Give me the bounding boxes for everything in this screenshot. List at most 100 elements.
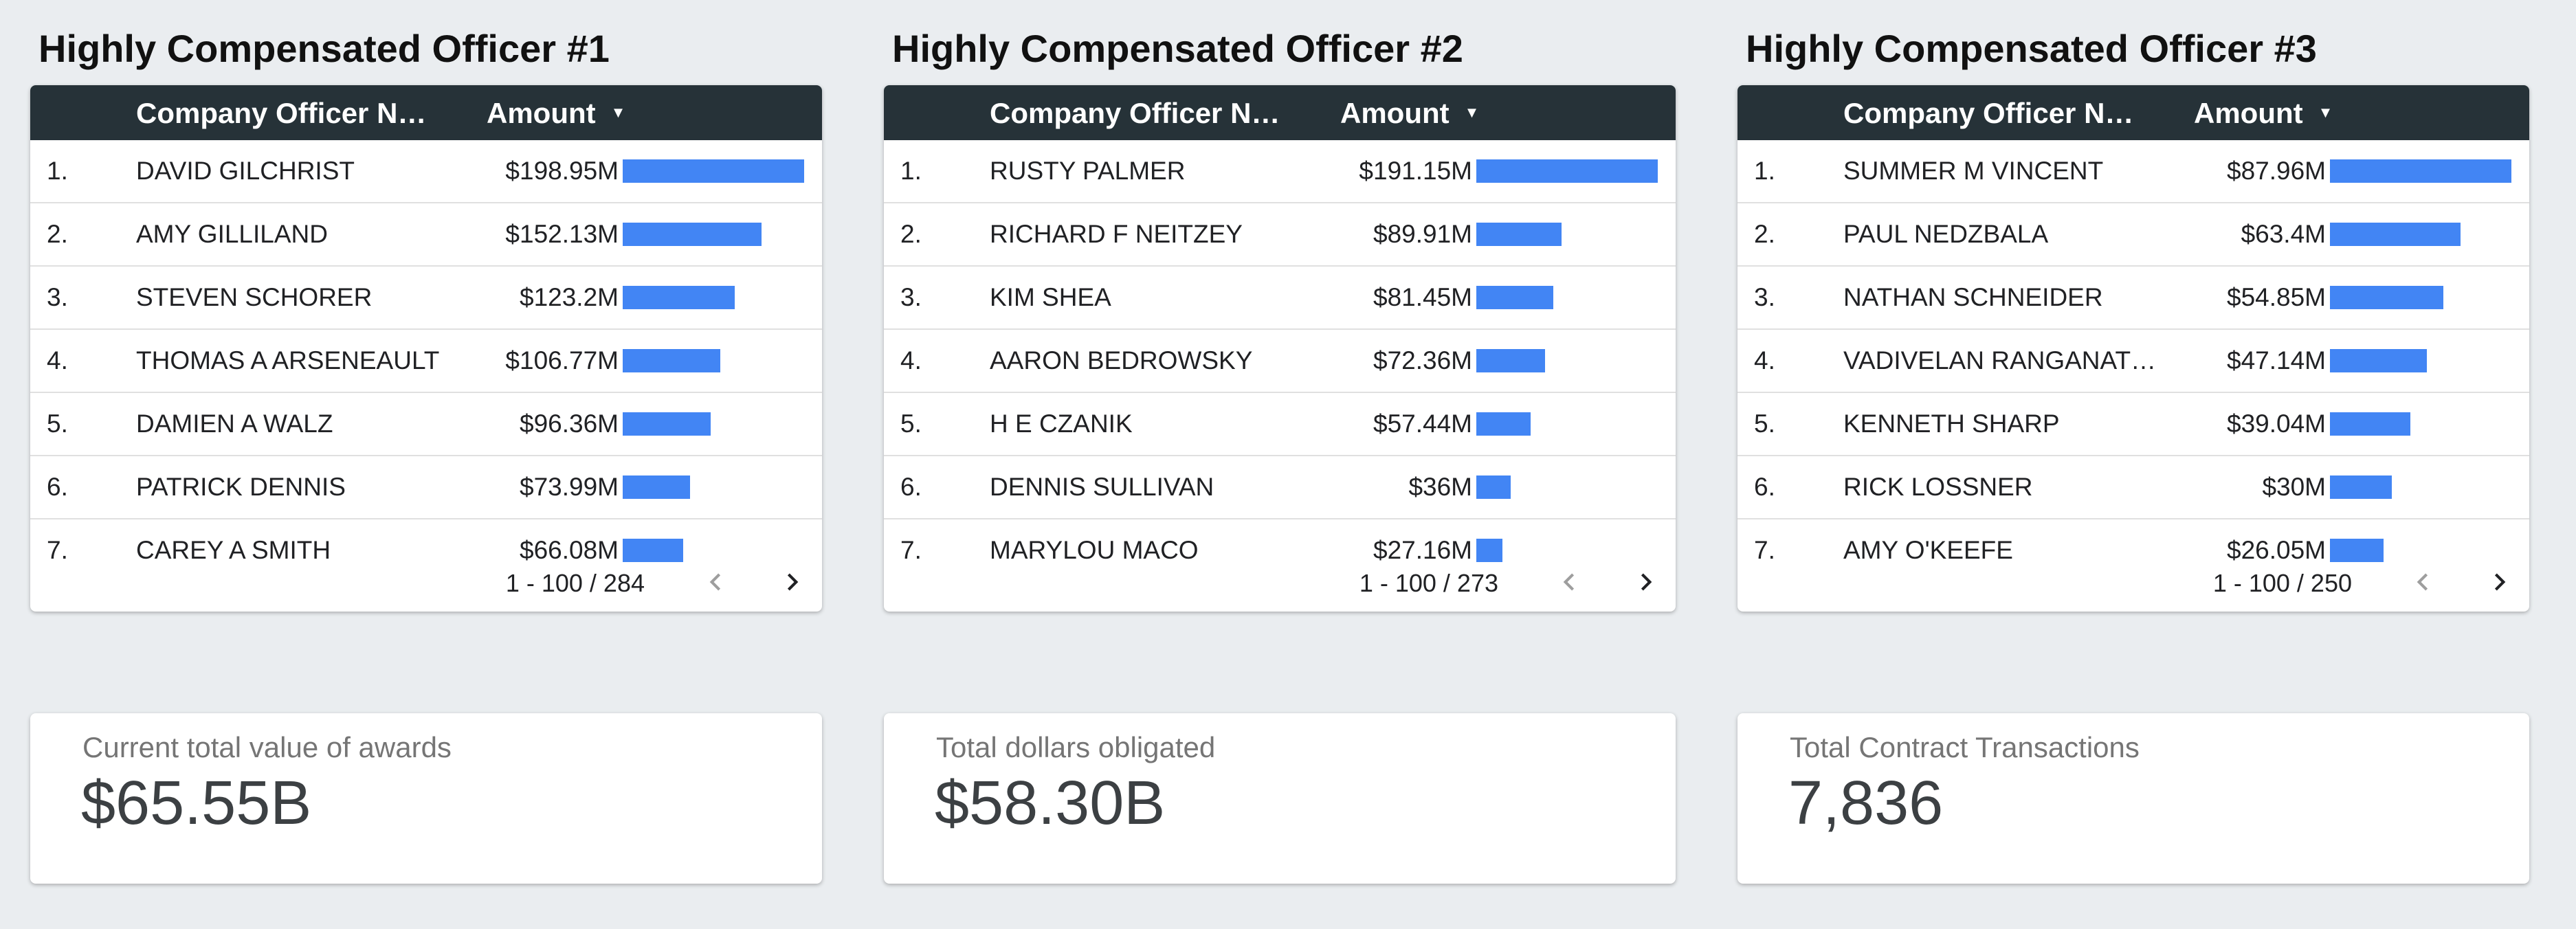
officer-name: KENNETH SHARP — [1843, 410, 2060, 438]
kpi-value: $65.55B — [81, 769, 312, 838]
table-header: Company Officer N… Amount ▼ — [1737, 85, 2529, 140]
caret-down-icon[interactable]: ▼ — [610, 103, 626, 121]
table-row[interactable]: 7. AMY O'KEEFE $26.05M — [1737, 519, 2529, 581]
amount-value: $47.14M — [2227, 346, 2326, 374]
caret-down-icon[interactable]: ▼ — [2318, 103, 2333, 121]
table-row[interactable]: 4. VADIVELAN RANGANAT… $47.14M — [1737, 330, 2529, 393]
amount-bar — [1476, 539, 1502, 562]
officer-table-2: Company Officer N… Amount ▼ 1. RUSTY PALME… — [884, 85, 1676, 612]
table-row[interactable]: 5. H E CZANIK $57.44M — [884, 393, 1676, 456]
amount-value: $63.4M — [2241, 220, 2326, 248]
table-body: 1. SUMMER M VINCENT $87.96M 2. PAUL NEDZBAL… — [1737, 140, 2529, 581]
amount-bar — [1476, 349, 1545, 372]
table-row[interactable]: 4. THOMAS A ARSENEAULT $106.77M — [30, 330, 822, 393]
table-row[interactable]: 7. CAREY A SMITH $66.08M — [30, 519, 822, 581]
officer-name: RICHARD F NEITZEY — [990, 220, 1243, 248]
row-index: 5. — [900, 410, 922, 438]
table-row[interactable]: 7. MARYLOU MACO $27.16M — [884, 519, 1676, 581]
row-index: 4. — [900, 346, 922, 374]
table-row[interactable]: 3. STEVEN SCHORER $123.2M — [30, 267, 822, 330]
amount-bar — [2330, 412, 2410, 436]
amount-bar — [1476, 475, 1511, 499]
pagination-range: 1 - 100 / 284 — [505, 569, 645, 597]
chevron-right-icon[interactable] — [2483, 565, 2517, 599]
column-header-name[interactable]: Company Officer N… — [136, 97, 427, 129]
table-header: Company Officer N… Amount ▼ — [884, 85, 1676, 140]
amount-value: $72.36M — [1373, 346, 1472, 374]
officer-name: RICK LOSSNER — [1843, 473, 2033, 501]
column-header-name[interactable]: Company Officer N… — [990, 97, 1280, 129]
row-index: 6. — [1754, 473, 1775, 501]
officer-name: THOMAS A ARSENEAULT — [136, 346, 440, 374]
amount-value: $27.16M — [1373, 536, 1472, 564]
officer-name: RUSTY PALMER — [990, 157, 1186, 185]
row-index: 1. — [1754, 157, 1775, 185]
column-header-amount[interactable]: Amount ▼ — [1340, 97, 1479, 130]
amount-bar — [2330, 539, 2384, 562]
amount-value: $39.04M — [2227, 410, 2326, 438]
table-row[interactable]: 1. SUMMER M VINCENT $87.96M — [1737, 140, 2529, 203]
amount-value: $191.15M — [1359, 157, 1472, 185]
table-row[interactable]: 1. DAVID GILCHRIST $198.95M — [30, 140, 822, 203]
table-title-3: Highly Compensated Officer #3 — [1746, 27, 2317, 70]
chevron-left-icon[interactable] — [1552, 565, 1586, 599]
row-index: 1. — [900, 157, 922, 185]
kpi-card-total-contract-transactions: Total Contract Transactions 7,836 — [1737, 713, 2529, 884]
amount-bar — [1476, 159, 1658, 183]
table-row[interactable]: 2. AMY GILLILAND $152.13M — [30, 203, 822, 267]
caret-down-icon[interactable]: ▼ — [1464, 103, 1480, 121]
officer-name: PATRICK DENNIS — [136, 473, 346, 501]
row-index: 2. — [900, 220, 922, 248]
officer-name: CAREY A SMITH — [136, 536, 331, 564]
table-title-2: Highly Compensated Officer #2 — [892, 27, 1463, 70]
officer-name: DENNIS SULLIVAN — [990, 473, 1214, 501]
kpi-card-total-dollars-obligated: Total dollars obligated $58.30B — [884, 713, 1676, 884]
amount-bar — [2330, 286, 2443, 309]
amount-bar — [1476, 286, 1553, 309]
table-row[interactable]: 6. PATRICK DENNIS $73.99M — [30, 456, 822, 519]
table-row[interactable]: 3. NATHAN SCHNEIDER $54.85M — [1737, 267, 2529, 330]
amount-bar — [2330, 223, 2461, 246]
chevron-right-icon[interactable] — [1629, 565, 1663, 599]
amount-bar — [2330, 349, 2427, 372]
column-header-amount[interactable]: Amount ▼ — [487, 97, 625, 130]
amount-value: $30M — [2262, 473, 2326, 501]
table-row[interactable]: 6. DENNIS SULLIVAN $36M — [884, 456, 1676, 519]
kpi-value: 7,836 — [1788, 769, 1944, 838]
amount-bar — [623, 159, 804, 183]
chevron-left-icon[interactable] — [2406, 565, 2440, 599]
pagination-range: 1 - 100 / 250 — [2212, 569, 2352, 597]
amount-bar — [623, 349, 720, 372]
amount-bar — [623, 475, 690, 499]
row-index: 5. — [47, 410, 68, 438]
chevron-right-icon[interactable] — [775, 565, 810, 599]
row-index: 3. — [47, 283, 68, 311]
amount-value: $89.91M — [1373, 220, 1472, 248]
table-row[interactable]: 3. KIM SHEA $81.45M — [884, 267, 1676, 330]
amount-value: $81.45M — [1373, 283, 1472, 311]
chevron-left-icon[interactable] — [698, 565, 733, 599]
row-index: 6. — [900, 473, 922, 501]
amount-value: $66.08M — [520, 536, 619, 564]
column-header-amount[interactable]: Amount ▼ — [2194, 97, 2333, 130]
row-index: 7. — [1754, 536, 1775, 564]
column-header-name[interactable]: Company Officer N… — [1843, 97, 2134, 129]
amount-value: $106.77M — [505, 346, 619, 374]
kpi-label: Total Contract Transactions — [1790, 731, 2140, 763]
amount-value: $57.44M — [1373, 410, 1472, 438]
table-row[interactable]: 2. PAUL NEDZBALA $63.4M — [1737, 203, 2529, 267]
table-row[interactable]: 6. RICK LOSSNER $30M — [1737, 456, 2529, 519]
amount-bar — [2330, 475, 2392, 499]
amount-bar — [623, 412, 711, 436]
amount-bar — [1476, 223, 1562, 246]
table-row[interactable]: 2. RICHARD F NEITZEY $89.91M — [884, 203, 1676, 267]
table-row[interactable]: 1. RUSTY PALMER $191.15M — [884, 140, 1676, 203]
table-row[interactable]: 5. DAMIEN A WALZ $96.36M — [30, 393, 822, 456]
amount-value: $87.96M — [2227, 157, 2326, 185]
kpi-card-total-value-awards: Current total value of awards $65.55B — [30, 713, 822, 884]
table-row[interactable]: 5. KENNETH SHARP $39.04M — [1737, 393, 2529, 456]
table-row[interactable]: 4. AARON BEDROWSKY $72.36M — [884, 330, 1676, 393]
amount-value: $123.2M — [520, 283, 619, 311]
amount-value: $54.85M — [2227, 283, 2326, 311]
